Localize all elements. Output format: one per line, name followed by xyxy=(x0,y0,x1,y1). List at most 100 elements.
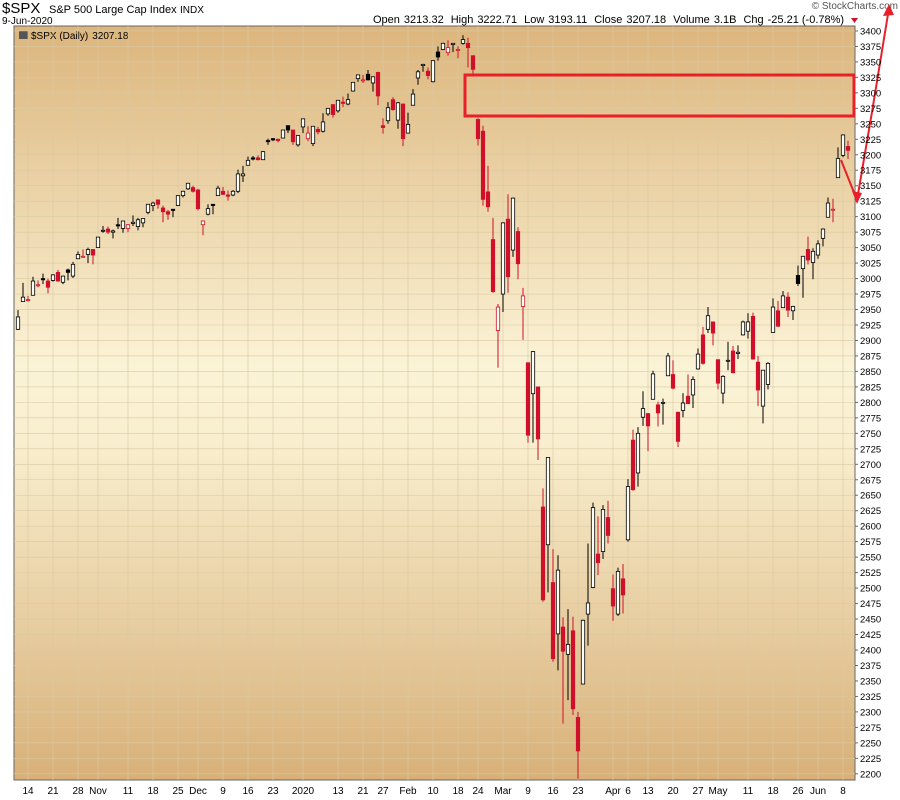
candle-body xyxy=(250,157,256,160)
candle-body xyxy=(305,132,311,140)
candle-body xyxy=(715,359,721,384)
y-tick-label: 2600 xyxy=(860,522,881,533)
candle-body xyxy=(160,207,166,213)
candle-body xyxy=(675,411,681,442)
candle-body xyxy=(680,402,686,411)
x-tick-label: 14 xyxy=(22,786,34,797)
candle-body xyxy=(530,351,536,395)
y-tick-label: 2375 xyxy=(860,661,881,672)
candle-body xyxy=(165,211,171,215)
candle-body xyxy=(515,231,521,265)
candle-body xyxy=(575,717,581,752)
candle-body xyxy=(75,254,81,260)
x-tick-label: 28 xyxy=(72,786,84,797)
candle-body xyxy=(150,202,156,206)
candle-body xyxy=(85,249,91,255)
y-tick-label: 2350 xyxy=(860,676,881,687)
candle-body xyxy=(475,119,481,140)
candle-body xyxy=(295,135,301,146)
y-tick-label: 3375 xyxy=(860,42,881,53)
candle-body xyxy=(350,81,356,92)
candle-body xyxy=(155,199,161,205)
date: 9-Jun-2020 xyxy=(2,16,53,27)
candle-body xyxy=(485,191,491,208)
x-tick-label: 20 xyxy=(667,786,679,797)
x-tick-label: Apr xyxy=(605,786,621,797)
candle-body xyxy=(185,182,191,190)
projection-arrowhead xyxy=(852,191,862,204)
candle-body xyxy=(410,93,416,106)
candle-body xyxy=(795,275,801,284)
candle-body xyxy=(405,124,411,134)
y-tick-label: 2450 xyxy=(860,615,881,626)
candle-body xyxy=(40,278,46,281)
candle-body xyxy=(740,321,746,336)
candle-body xyxy=(375,72,381,97)
candle-body xyxy=(540,506,546,601)
candle-body xyxy=(595,553,601,564)
stat-value: 3207.18 xyxy=(626,14,667,26)
plot-area xyxy=(13,25,856,781)
candle-body xyxy=(685,395,691,405)
candle-body xyxy=(325,107,331,115)
candle-body xyxy=(215,187,221,197)
candle-body xyxy=(545,457,551,546)
y-tick-label: 2675 xyxy=(860,475,881,486)
y-tick-label: 2950 xyxy=(860,305,881,316)
candle-body xyxy=(605,517,611,536)
candle-body xyxy=(775,310,781,327)
candle-body xyxy=(805,249,811,261)
projection-arrow xyxy=(840,7,890,204)
candle-body xyxy=(645,413,651,427)
candle-body xyxy=(550,582,556,660)
x-tick-label: 9 xyxy=(220,786,226,797)
x-tick-label: 21 xyxy=(47,786,59,797)
candle-body xyxy=(175,195,181,206)
candle-body xyxy=(335,99,341,112)
candle-body xyxy=(290,129,296,143)
y-tick-label: 3175 xyxy=(860,166,881,177)
candle-body xyxy=(845,146,851,151)
candle-body xyxy=(745,321,751,332)
legend-swatch xyxy=(19,31,28,39)
x-tick-label: 18 xyxy=(147,786,159,797)
exchange: INDX xyxy=(180,5,204,16)
x-tick-label: May xyxy=(709,786,728,797)
y-tick-label: 2200 xyxy=(860,769,881,780)
stats-bar: Open 3213.32 High 3222.71 Low 3193.11 Close… xyxy=(373,14,847,26)
candle-body xyxy=(770,306,776,333)
y-tick-label: 2425 xyxy=(860,630,881,641)
candle-body xyxy=(580,619,586,685)
candle-body xyxy=(90,249,96,256)
candle-body xyxy=(55,271,61,282)
candle-body xyxy=(15,316,21,330)
x-tick-label: 21 xyxy=(357,786,369,797)
y-tick-label: 3350 xyxy=(860,57,881,68)
candle-body xyxy=(445,47,451,54)
candle-body xyxy=(230,190,236,196)
candle-body xyxy=(735,351,741,354)
candle-body xyxy=(800,255,806,270)
candle-body xyxy=(690,379,696,396)
candle-body xyxy=(455,49,461,51)
candle-body xyxy=(710,321,716,334)
stat-label: Open xyxy=(373,14,400,26)
candle-body xyxy=(615,570,621,615)
candle-body xyxy=(30,280,36,296)
candle-body xyxy=(415,71,421,79)
stat-label: Volume xyxy=(673,14,710,26)
x-tick-label: Jun xyxy=(810,786,826,797)
x-tick-label: 27 xyxy=(692,786,704,797)
y-tick-label: 2700 xyxy=(860,460,881,471)
x-tick-label: 11 xyxy=(743,786,754,797)
y-tick-label: 2225 xyxy=(860,754,881,765)
x-tick-label: 6 xyxy=(625,786,631,797)
candle-body xyxy=(180,190,186,197)
change-arrow xyxy=(851,18,858,23)
candle-body xyxy=(425,70,431,76)
candle-body xyxy=(120,220,126,229)
candle-body xyxy=(560,626,566,652)
candle-body xyxy=(345,99,351,105)
candle-body xyxy=(70,263,76,277)
candle-body xyxy=(170,208,176,211)
